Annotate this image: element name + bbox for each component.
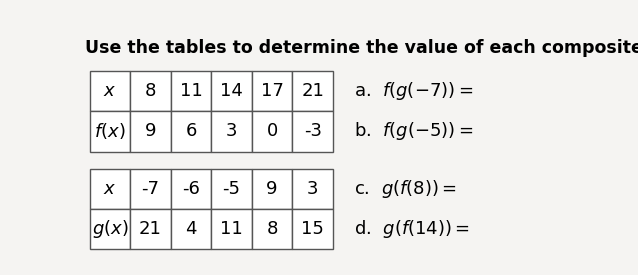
Bar: [252, 169, 292, 209]
Text: d.  $g(f(14)) =$: d. $g(f(14)) =$: [354, 218, 470, 240]
Text: $g(x)$: $g(x)$: [92, 218, 128, 240]
Bar: [252, 71, 292, 111]
Bar: [89, 111, 130, 152]
Text: -6: -6: [182, 180, 200, 198]
Text: -3: -3: [304, 122, 322, 141]
Text: 3: 3: [226, 122, 237, 141]
Bar: [171, 209, 211, 249]
Bar: [292, 169, 333, 209]
Text: 8: 8: [267, 220, 278, 238]
Text: 11: 11: [220, 220, 243, 238]
Text: -7: -7: [142, 180, 160, 198]
Text: Use the tables to determine the value of each composite function: Use the tables to determine the value of…: [85, 39, 638, 57]
Text: $x$: $x$: [103, 82, 117, 100]
Text: b.  $f(g(-5)) =$: b. $f(g(-5)) =$: [354, 120, 474, 142]
Text: 17: 17: [261, 82, 283, 100]
Bar: [252, 209, 292, 249]
Bar: [211, 169, 252, 209]
Bar: [130, 111, 171, 152]
Text: 0: 0: [267, 122, 278, 141]
Bar: [171, 71, 211, 111]
Text: 15: 15: [301, 220, 324, 238]
Bar: [292, 209, 333, 249]
Bar: [211, 71, 252, 111]
Text: 4: 4: [185, 220, 197, 238]
Bar: [211, 209, 252, 249]
Text: 9: 9: [145, 122, 156, 141]
Bar: [130, 169, 171, 209]
Text: c.  $g(f(8)) =$: c. $g(f(8)) =$: [354, 178, 457, 200]
Bar: [89, 209, 130, 249]
Bar: [130, 71, 171, 111]
Text: 6: 6: [185, 122, 197, 141]
Text: 8: 8: [145, 82, 156, 100]
Text: a.  $f(g(-7)) =$: a. $f(g(-7)) =$: [354, 80, 473, 102]
Text: 9: 9: [266, 180, 278, 198]
Bar: [252, 111, 292, 152]
Bar: [89, 71, 130, 111]
Bar: [171, 111, 211, 152]
Text: 3: 3: [307, 180, 318, 198]
Bar: [292, 111, 333, 152]
Text: $f(x)$: $f(x)$: [94, 122, 126, 141]
Bar: [130, 209, 171, 249]
Text: -5: -5: [223, 180, 241, 198]
Bar: [89, 169, 130, 209]
Text: $x$: $x$: [103, 180, 117, 198]
Text: 21: 21: [139, 220, 162, 238]
Bar: [292, 71, 333, 111]
Bar: [211, 111, 252, 152]
Text: 11: 11: [180, 82, 202, 100]
Text: 14: 14: [220, 82, 243, 100]
Bar: [171, 169, 211, 209]
Text: 21: 21: [301, 82, 324, 100]
